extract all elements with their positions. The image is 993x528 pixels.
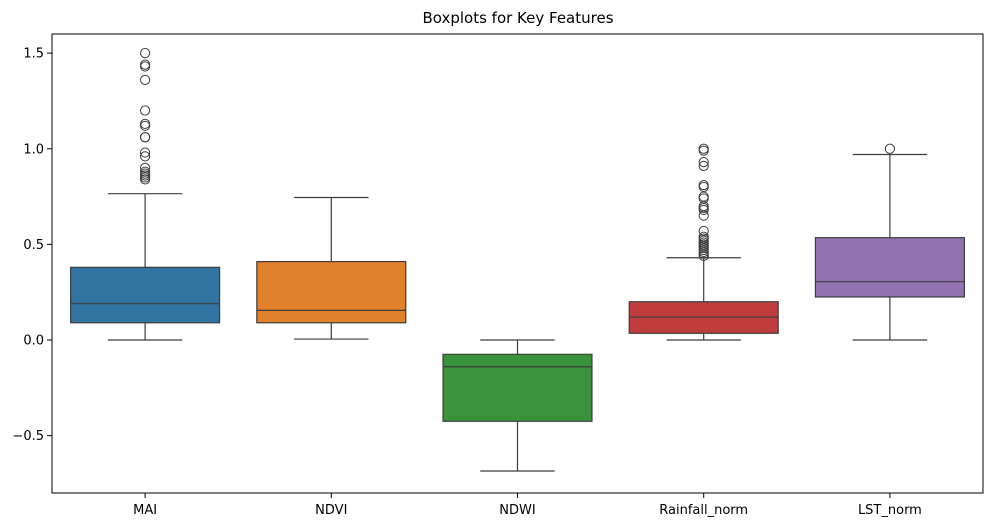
y-tick-label: 1.5 <box>23 47 44 62</box>
outlier-point-lst-norm <box>884 143 896 154</box>
box-ndvi <box>256 260 407 324</box>
box-lst-norm <box>814 237 965 298</box>
outlier-point-rainfall-norm <box>698 250 709 261</box>
outlier-point-mai <box>140 147 151 158</box>
y-tick-label: 1.0 <box>23 142 44 157</box>
y-tick-label: 0.0 <box>23 334 44 349</box>
outlier-point-rainfall-norm <box>698 210 709 221</box>
x-tick-label-ndvi: NDVI <box>315 503 347 518</box>
outlier-point-rainfall-norm <box>698 160 709 172</box>
outlier-point-mai <box>140 74 151 86</box>
outlier-point-mai <box>140 105 151 116</box>
outlier-point-mai <box>140 174 151 185</box>
outlier-point-mai <box>140 132 151 143</box>
box-mai <box>70 266 221 324</box>
outlier-point-mai <box>140 59 151 70</box>
chart-title: Boxplots for Key Features <box>422 9 613 27</box>
x-tick-label-ndwi: NDWI <box>499 503 535 518</box>
outlier-point-rainfall-norm <box>698 191 709 202</box>
box-ndwi <box>442 353 593 422</box>
outlier-point-rainfall-norm <box>698 143 709 154</box>
outlier-point-rainfall-norm <box>698 157 709 168</box>
x-tick-label-lst-norm: LST_norm <box>858 503 922 518</box>
outlier-point-mai <box>140 151 151 162</box>
outlier-point-mai <box>140 61 151 72</box>
outlier-point-rainfall-norm <box>698 181 709 193</box>
plot-area: −0.5 0.0 0.5 1.0 1.5 MAI NDVI NDWI Rainfall_norm… <box>12 33 984 518</box>
x-tick-label-rainfall-norm: Rainfall_norm <box>659 503 748 518</box>
x-tick-label-mai: MAI <box>133 503 157 518</box>
outlier-point-rainfall-norm <box>698 179 709 191</box>
outlier-point-mai <box>140 118 151 129</box>
outlier-point-rainfall-norm <box>698 204 709 216</box>
outlier-point-mai <box>140 120 151 131</box>
y-tick-label: −0.5 <box>12 429 44 444</box>
outlier-point-rainfall-norm <box>698 145 709 156</box>
outlier-point-mai <box>140 48 151 59</box>
y-tick-label: 0.5 <box>23 238 44 253</box>
